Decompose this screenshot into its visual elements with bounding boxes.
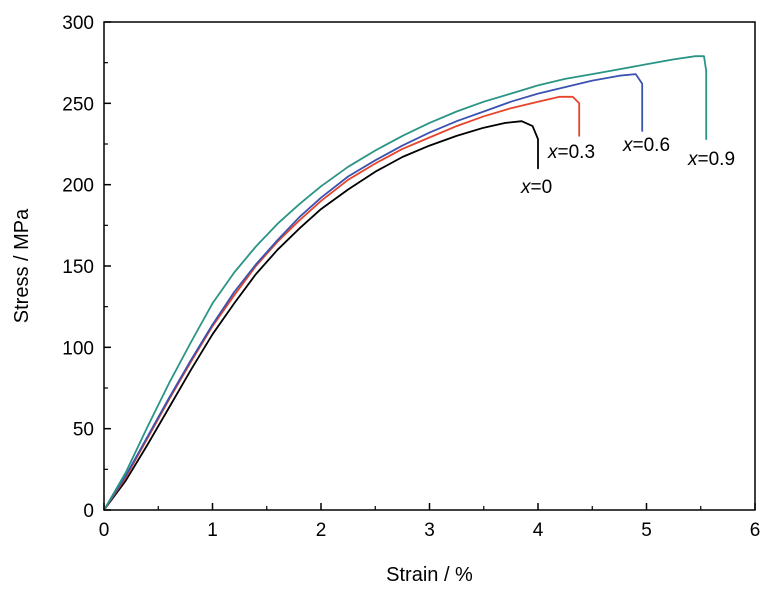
x-tick-label: 2 — [316, 520, 327, 541]
x-tick-label: 0 — [99, 520, 110, 541]
series-label-value: =0.3 — [558, 142, 596, 163]
series-layer — [103, 55, 708, 511]
y-tick-label: 250 — [62, 94, 94, 115]
x-tick-label: 5 — [641, 520, 652, 541]
series-label-1: x=0.3 — [547, 142, 595, 163]
series-label-value: =0.9 — [698, 149, 736, 170]
y-tick-label: 0 — [83, 501, 94, 522]
x-tick-label: 6 — [750, 520, 761, 541]
series-label-3: x=0.9 — [687, 149, 735, 170]
y-tick-label: 200 — [62, 176, 94, 197]
series-label-value: =0 — [531, 177, 553, 198]
y-tick-label: 100 — [62, 338, 94, 359]
series-label-var: x — [622, 135, 634, 156]
y-tick-label: 150 — [62, 257, 94, 278]
series-label-var: x — [520, 177, 532, 198]
plot-frame — [103, 21, 756, 511]
series-line-3 — [103, 55, 708, 511]
y-tick-label: 300 — [62, 13, 94, 34]
x-tick-label: 3 — [424, 520, 435, 541]
series-label-0: x=0 — [520, 177, 552, 198]
series-label-var: x — [687, 149, 699, 170]
y-axis-title: Stress / MPa — [11, 208, 33, 323]
y-tick-label: 50 — [73, 420, 94, 441]
x-tick-label: 1 — [207, 520, 218, 541]
x-tick-label: 4 — [533, 520, 544, 541]
series-line-2 — [103, 73, 644, 511]
series-label-value: =0.6 — [633, 135, 671, 156]
series-line-1 — [103, 95, 581, 511]
series-labels: x=0x=0.3 x=0.6x=0.9 — [520, 135, 735, 198]
y-axis-ticks: 0 50 100 150 200 250 300 — [62, 13, 111, 522]
x-axis-title: Strain / % — [386, 564, 473, 586]
series-line-0 — [103, 120, 539, 511]
series-label-var: x — [547, 142, 559, 163]
x-axis-ticks: 0 1 2 3 4 5 6 — [99, 503, 761, 541]
series-label-2: x=0.6 — [622, 135, 670, 156]
